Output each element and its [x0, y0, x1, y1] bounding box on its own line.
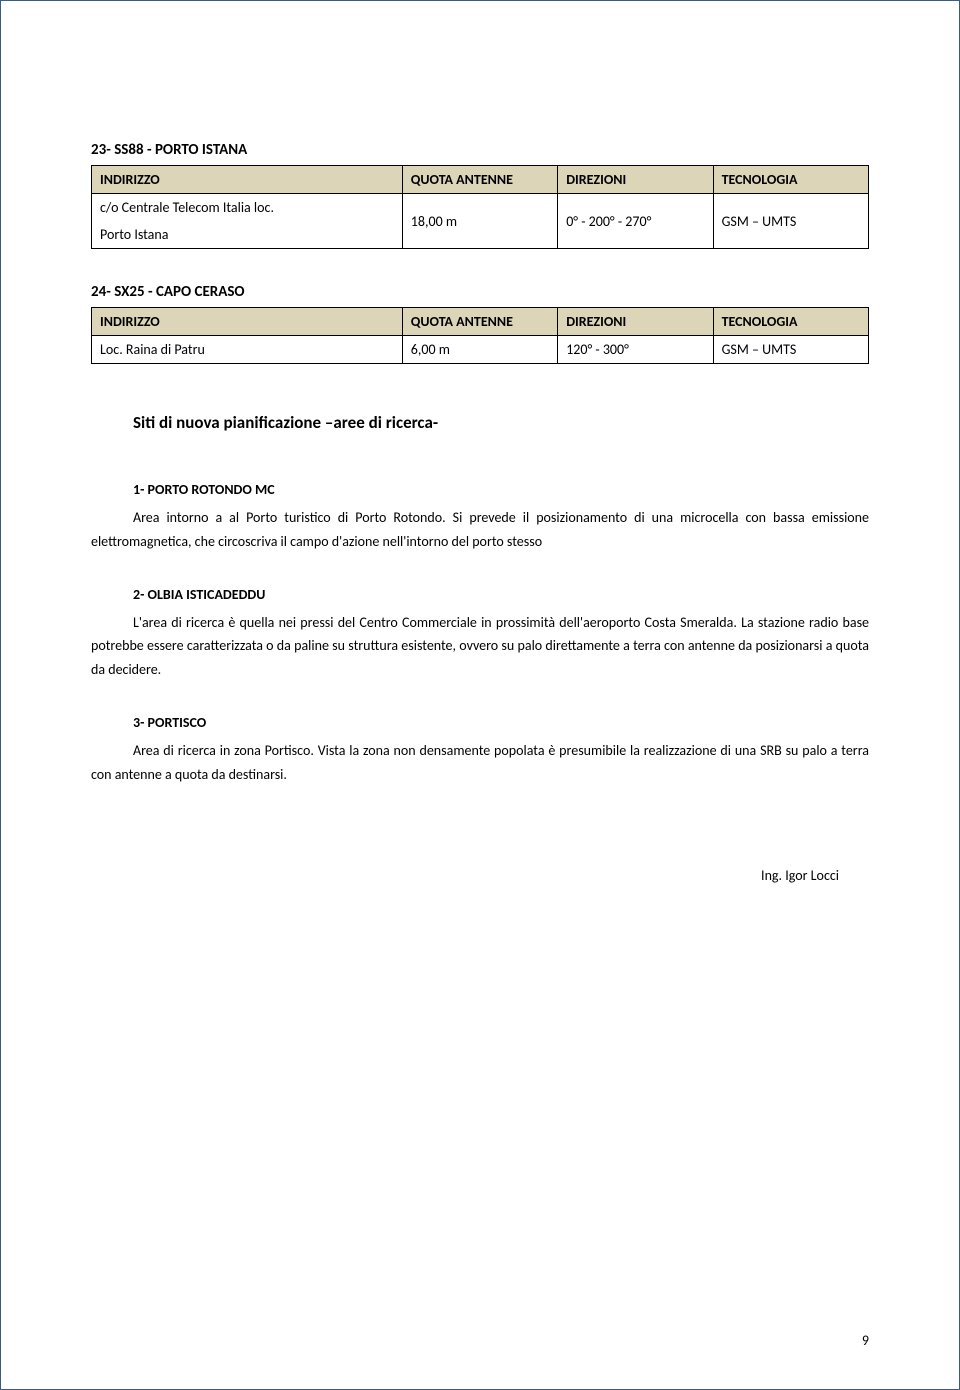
table1-header-tecnologia: TECNOLOGIA [713, 166, 868, 194]
section3-title: 3- PORTISCO [91, 714, 869, 731]
page-number: 9 [862, 1332, 869, 1349]
table1-cell-tecnologia: GSM – UMTS [713, 194, 868, 249]
section1-text: Area intorno a al Porto turistico di Por… [91, 506, 869, 554]
section2-title: 2- OLBIA ISTICADEDDU [91, 586, 869, 603]
table1-cell-direzioni: 0° - 200° - 270° [558, 194, 713, 249]
table1-cell-quota: 18,00 m [402, 194, 557, 249]
section2-text: L'area di ricerca è quella nei pressi de… [91, 611, 869, 682]
table1-cell-address2: Porto Istana [92, 221, 403, 249]
table1-header-indirizzo: INDIRIZZO [92, 166, 403, 194]
table2-cell-tecnologia: GSM – UMTS [713, 336, 868, 364]
signature: Ing. Igor Locci [91, 867, 869, 884]
table1-title: 23- SS88 - PORTO ISTANA [91, 141, 869, 159]
table1-header-quota: QUOTA ANTENNE [402, 166, 557, 194]
section1-title: 1- PORTO ROTONDO MC [91, 481, 869, 498]
table2-header-quota: QUOTA ANTENNE [402, 308, 557, 336]
main-heading: Siti di nuova pianificazione –aree di ri… [91, 412, 869, 433]
table1-header-direzioni: DIREZIONI [558, 166, 713, 194]
table-capo-ceraso: INDIRIZZO QUOTA ANTENNE DIREZIONI TECNOL… [91, 307, 869, 364]
table2-cell-address: Loc. Raina di Patru [92, 336, 403, 364]
section3-text: Area di ricerca in zona Portisco. Vista … [91, 739, 869, 787]
table-porto-istana: INDIRIZZO QUOTA ANTENNE DIREZIONI TECNOL… [91, 165, 869, 249]
table2-header-direzioni: DIREZIONI [558, 308, 713, 336]
table2-cell-quota: 6,00 m [402, 336, 557, 364]
table2-cell-direzioni: 120° - 300° [558, 336, 713, 364]
table2-header-indirizzo: INDIRIZZO [92, 308, 403, 336]
table2-header-tecnologia: TECNOLOGIA [713, 308, 868, 336]
table1-cell-address: c/o Centrale Telecom Italia loc. [92, 194, 403, 222]
table2-title: 24- SX25 - CAPO CERASO [91, 283, 869, 301]
